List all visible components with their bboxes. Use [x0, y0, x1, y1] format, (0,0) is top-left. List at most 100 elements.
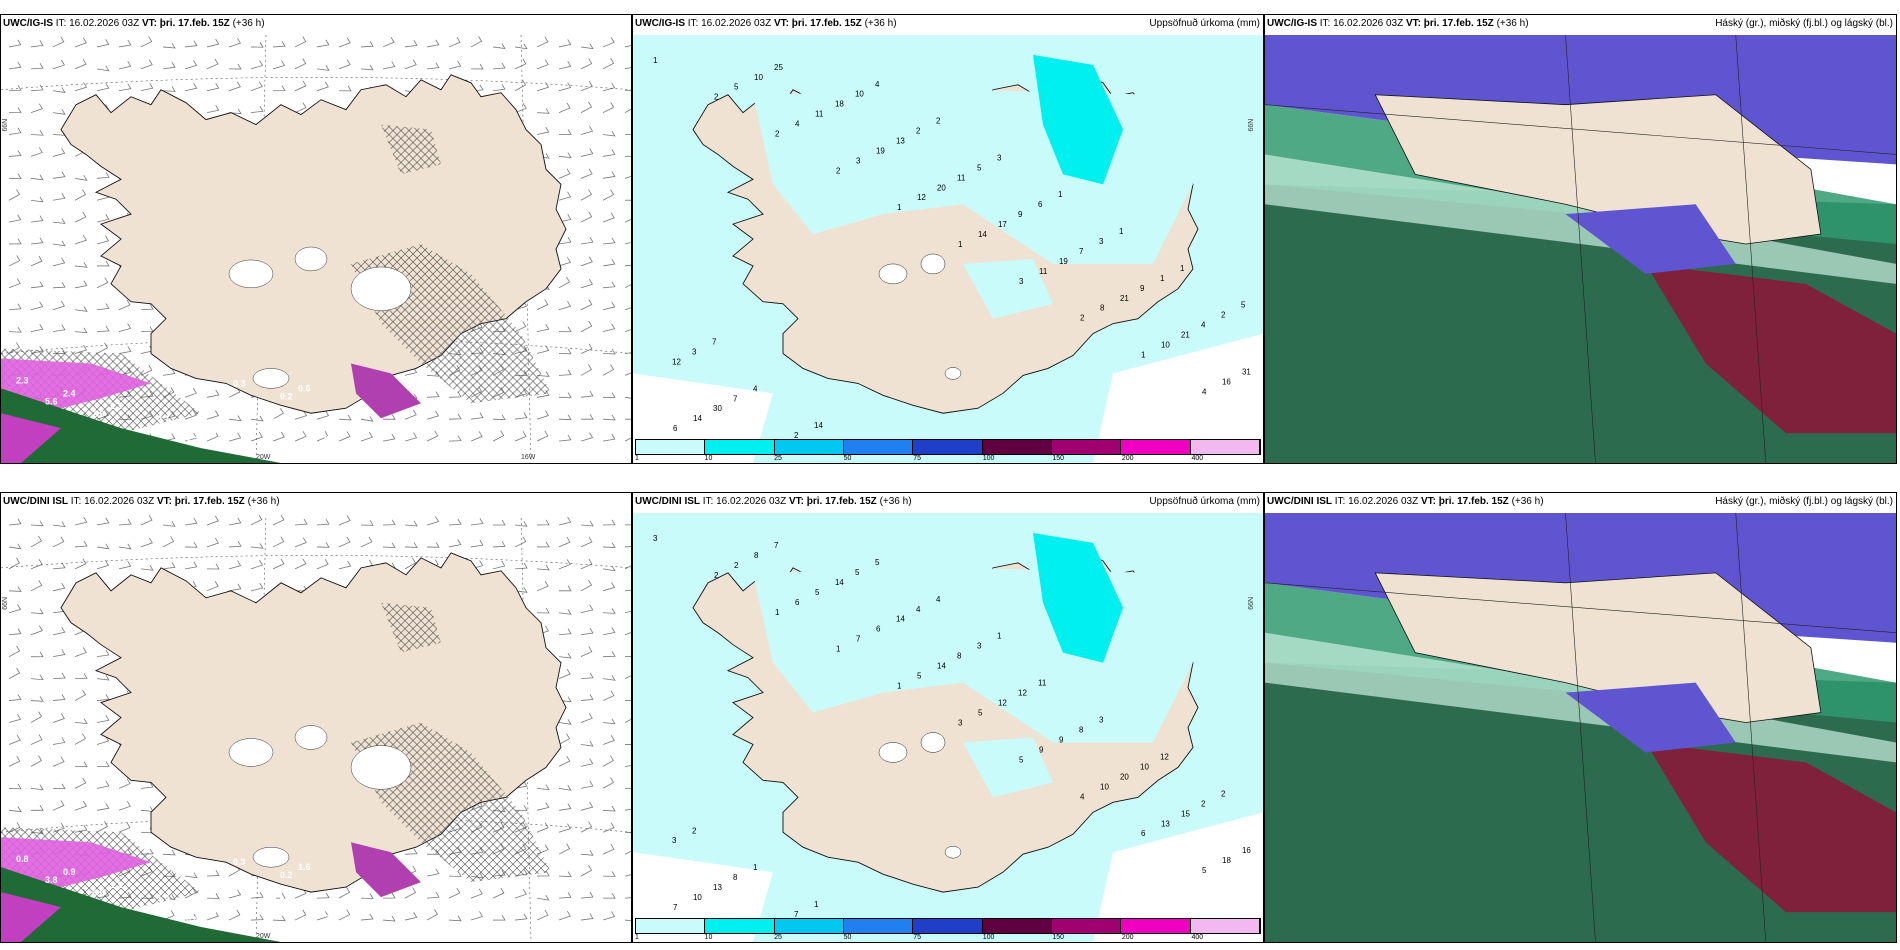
wind-barb — [602, 414, 616, 421]
precip-amount-label: 4 — [1201, 321, 1206, 330]
wind-barb — [162, 61, 176, 70]
precip-amount-label: 0.7 — [157, 414, 170, 424]
wind-barb — [8, 303, 22, 311]
colorbar-tick-label: 150 — [1052, 455, 1065, 462]
wind-barb — [558, 823, 572, 833]
colorbar-tick-label: 50 — [843, 455, 852, 462]
colorbar-swatch — [636, 919, 706, 933]
wind-barb — [228, 541, 242, 548]
wind-barb — [536, 822, 549, 833]
map-area[interactable]: 1 2 2 2 1 1 3 2 1 4 6 5 4 3 12 14 11 8 10 16 14 10 11 19 20 17 19 2… — [633, 35, 1263, 463]
wind-barb — [228, 415, 242, 422]
wind-barb — [624, 90, 631, 92]
precip-amount-label: 1.3 — [251, 440, 264, 450]
wind-barb — [536, 410, 550, 420]
precip-amount-label: 2 — [936, 117, 941, 126]
wind-barb — [514, 889, 527, 899]
lat-label: 66N — [2, 597, 9, 610]
wind-barb — [8, 694, 22, 701]
wind-barb — [602, 627, 616, 636]
wind-barb — [558, 910, 571, 921]
wind-barb — [448, 60, 462, 70]
wind-barb — [602, 433, 616, 442]
wind-barb — [74, 211, 87, 223]
colorbar-swatch — [774, 919, 844, 933]
precip-amount-label: 4 — [753, 384, 758, 393]
wind-barb — [404, 409, 417, 420]
wind-barb — [338, 414, 352, 421]
wind-barb — [580, 390, 594, 398]
wind-snow-map-dini: UWC/DINI ISL IT: 16.02.2026 03Z VT: þri.… — [0, 492, 632, 943]
wind-barb — [272, 431, 285, 442]
wind-barb — [30, 237, 44, 245]
wind-barb — [338, 37, 351, 48]
precip-amount-label: 2 — [1221, 789, 1226, 798]
wind-barb — [624, 831, 631, 834]
precip-amount-label: 8 — [733, 873, 738, 882]
wind-barb — [316, 65, 330, 71]
wind-barb — [514, 103, 527, 114]
wind-barb — [536, 784, 550, 791]
precip-amount-label: 0.3 — [233, 378, 246, 388]
rain-shading — [1, 867, 281, 942]
wind-barb — [580, 672, 594, 680]
precip-amount-label: 12 — [672, 357, 681, 366]
precip-amount-label: 11 — [1039, 267, 1048, 276]
precip-amount-label: 6 — [795, 598, 800, 607]
map-area[interactable]: 2.3 2.4 2.3 0.7 1.9 1.3 0.6 5.6 2.9 2.4 2.3 0.3 0.2 0… — [1, 35, 631, 463]
wind-barb — [602, 392, 616, 398]
precip-amount-label: 30 — [713, 404, 722, 413]
wind-barb — [624, 808, 631, 811]
wind-barb — [96, 235, 110, 245]
precip-amount-label: 3 — [1099, 716, 1104, 725]
wind-barb — [404, 912, 418, 921]
wind-barb — [558, 803, 572, 811]
wind-barb — [404, 557, 416, 570]
wind-barb — [96, 649, 110, 658]
wind-barb — [382, 519, 396, 526]
wind-barb — [8, 327, 22, 333]
precip-amount-label: 9.9 — [139, 901, 151, 911]
wind-barb — [250, 559, 263, 570]
wind-barb — [580, 850, 594, 856]
wind-barb — [558, 668, 571, 679]
precip-amount-label: 1 — [836, 645, 841, 654]
wind-barb — [382, 36, 395, 48]
wind-barb — [250, 60, 264, 70]
lon-label: 16W — [521, 454, 536, 461]
map-area[interactable] — [1265, 513, 1896, 942]
wind-barb — [118, 299, 131, 311]
wind-barb — [52, 649, 66, 658]
wind-barb — [8, 238, 22, 245]
wind-barb — [294, 431, 307, 442]
wind-barb — [74, 733, 86, 745]
wind-barb — [8, 806, 22, 813]
precip-amount-label: 9 — [1018, 210, 1023, 219]
wind-barb — [52, 627, 66, 636]
wind-barb — [272, 536, 285, 548]
wind-barb — [52, 109, 66, 115]
precip-amount-label: 13 — [896, 137, 905, 146]
wind-barb — [624, 372, 631, 376]
wind-barb — [558, 257, 572, 267]
wind-barb — [624, 787, 631, 790]
precip-amount-label: 7 — [794, 910, 799, 919]
map-area[interactable] — [1265, 35, 1896, 463]
precip-amount-label: 0.5 — [272, 417, 285, 427]
map-area[interactable]: 0.8 0.9 1.2 1.4 0.6 0.6 1.6 3.8 6.5 9.9 0.4 0.3 0.2 0… — [1, 513, 631, 942]
wind-barb — [250, 81, 263, 92]
wind-barb — [558, 785, 572, 791]
wind-barb — [360, 893, 374, 899]
wind-barb — [580, 713, 593, 723]
colorbar: 1 10 25 50 75 100 150 200 400 — [635, 918, 1261, 941]
wind-barb — [338, 536, 351, 548]
precip-amount-label: 15 — [1181, 809, 1190, 818]
map-area[interactable]: 3 2 1 1 1 3 5 4 6 5 7 2 6 7 5 5 9 10 13 18 10 8 5 6 14 12 9 20 15 16 1… — [633, 513, 1263, 942]
wind-barb — [602, 911, 616, 921]
wind-barb — [228, 517, 242, 526]
precip-amount-label: 0.3 — [319, 909, 331, 919]
wind-barb — [316, 81, 329, 92]
wind-barb — [404, 542, 418, 548]
wind-barb — [602, 844, 615, 855]
wind-barb — [624, 108, 631, 113]
